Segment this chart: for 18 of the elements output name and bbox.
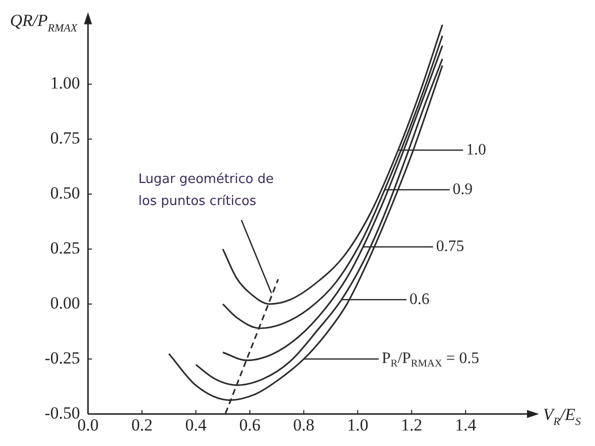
x-tick-label: 1.2 xyxy=(401,416,422,435)
legend-label: 0.6 xyxy=(410,290,430,308)
x-tick-label: 1.0 xyxy=(347,416,368,435)
y-tick-label: 0.75 xyxy=(50,128,80,148)
annotation: Lugar geométrico de los puntos críticos xyxy=(138,172,274,210)
legend-label: 0.75 xyxy=(436,238,464,256)
y-tick-label: -0.25 xyxy=(44,348,80,368)
legend-label: 1.0 xyxy=(466,141,486,158)
y-tick-label: 0.00 xyxy=(50,294,80,313)
y-tick-label: 0.25 xyxy=(50,238,80,258)
y-tick-label: 1.00 xyxy=(50,74,80,93)
x-tick-label: 0.2 xyxy=(131,416,153,435)
x-tick-label: 1.4 xyxy=(454,416,477,435)
x-tick-label: 0.6 xyxy=(239,416,260,435)
x-tick-label: 0.4 xyxy=(185,416,208,435)
legend-label: 0.9 xyxy=(452,180,473,198)
y-tick-label: 0.50 xyxy=(50,184,80,203)
x-tick-label: 0.8 xyxy=(293,416,314,435)
